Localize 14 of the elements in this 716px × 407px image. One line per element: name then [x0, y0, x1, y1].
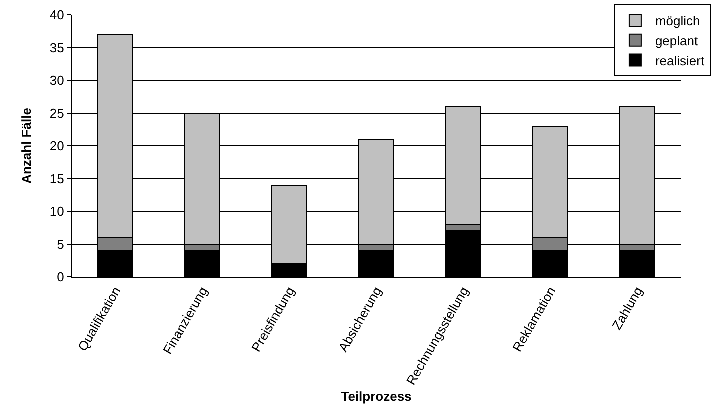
y-tick-label: 5	[57, 236, 64, 252]
legend-label: möglich	[655, 14, 700, 29]
y-tick-label: 35	[50, 40, 64, 56]
y-tick-label: 20	[50, 138, 64, 154]
legend-label: realisiert	[655, 53, 705, 68]
legend-label: geplant	[655, 33, 698, 48]
y-tick-label: 0	[57, 270, 64, 285]
y-axis-title: Anzahl Fälle	[18, 108, 34, 184]
x-axis-title: Teilprozess	[341, 389, 412, 404]
y-tick-label: 30	[50, 73, 64, 88]
y-tick-label: 25	[50, 106, 64, 121]
y-tick-label: 40	[50, 8, 64, 23]
y-tick-label: 10	[50, 204, 64, 220]
y-tick-label: 15	[50, 171, 64, 186]
